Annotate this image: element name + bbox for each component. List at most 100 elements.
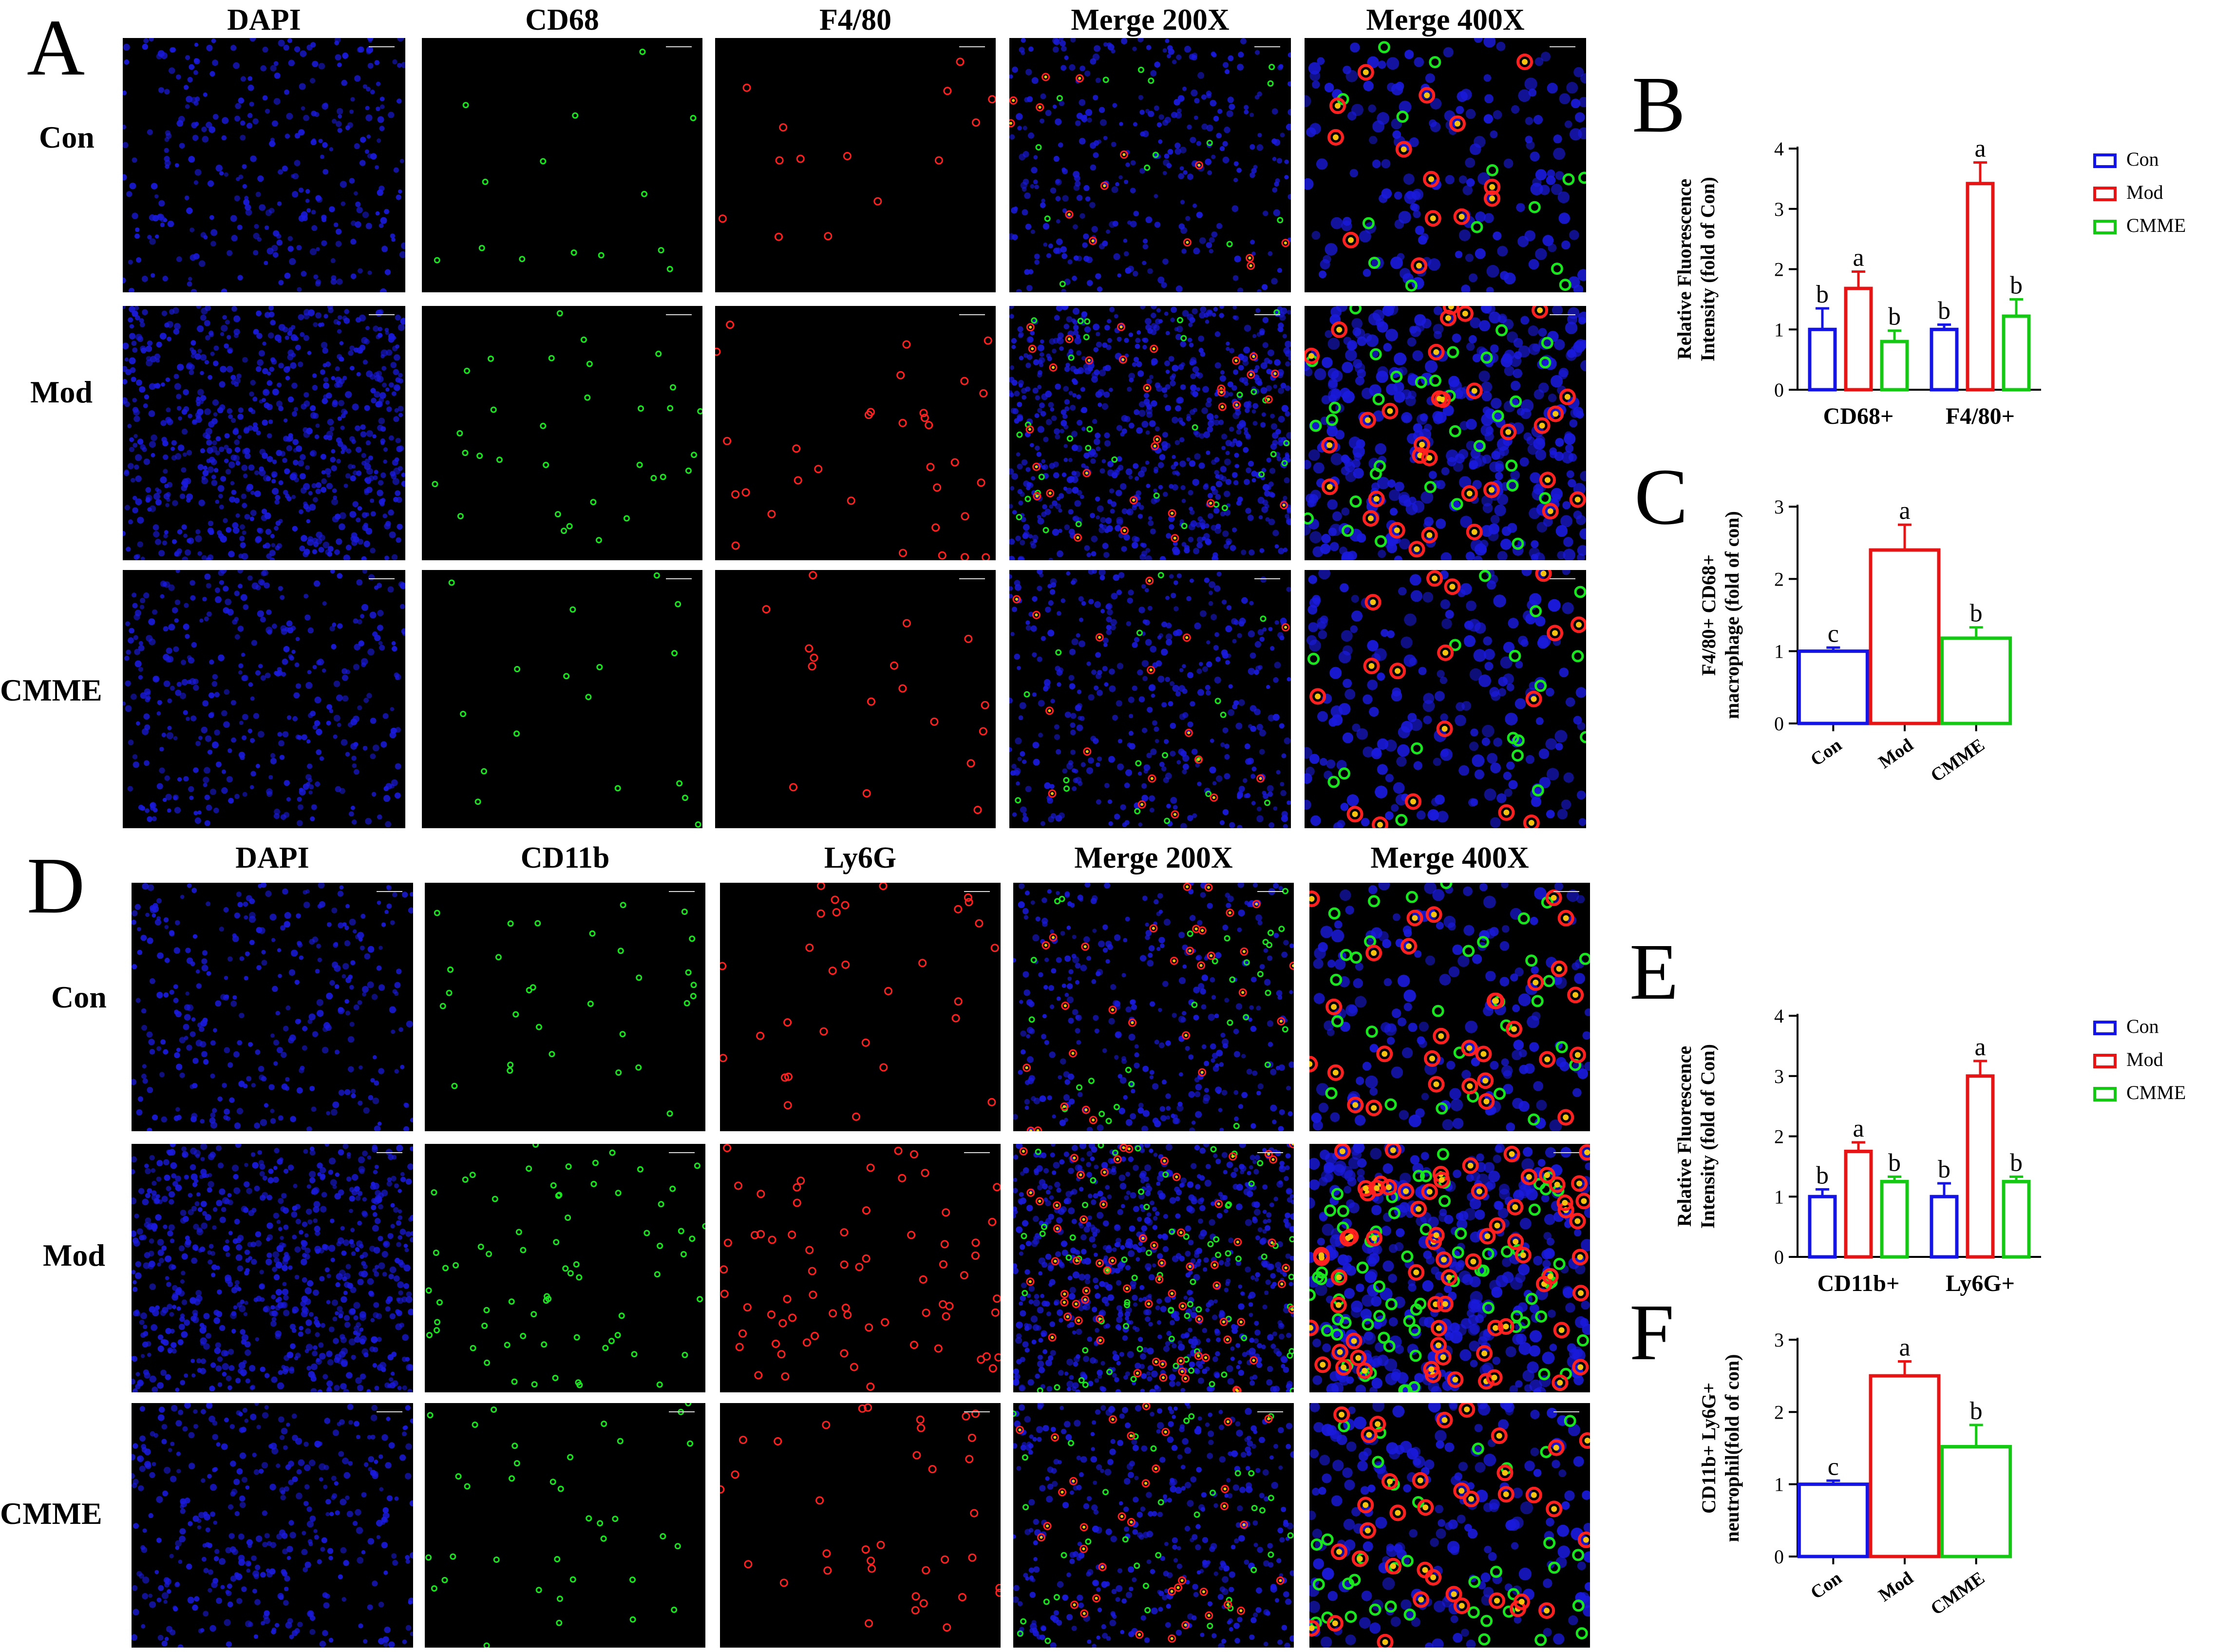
chart-b-legend-label: Con [2126,148,2159,170]
panel-d-column-header-merge-200x: Merge 200X [1074,841,1233,874]
chart-b-bar [1930,327,1959,392]
panel-d-column-header-ly6g: Ly6G [824,841,897,874]
micrograph-a-cmme-f480 [715,570,996,828]
micrograph-a-con-cd68 [422,38,702,292]
chart-c-y-tick-label: 3 [1774,496,1784,518]
chart-f-x-tick-label: Mod [1875,1568,1917,1606]
chart-e-legend-label: Mod [2126,1048,2163,1070]
chart-f-bar [1940,1445,2012,1558]
chart-e-y-tick-label: 1 [1774,1186,1784,1208]
chart-b-x-tick-label: CD68+ [1823,403,1894,429]
chart-e-bar [2002,1179,2031,1259]
panel-d-row-label-con: Con [51,980,107,1014]
micrograph-a-cmme-dapi [123,570,405,828]
micrograph-d-con-cd11b [425,883,705,1131]
chart-f-y-tick-label: 3 [1774,1329,1784,1351]
chart-b-y-axis-label: Relative FluorescenceIntensity (fold of … [1673,177,1719,361]
chart-b-y-tick-label: 3 [1774,198,1784,220]
chart-f-y-tick-label: 2 [1774,1401,1784,1423]
chart-e-bar [1880,1179,1909,1259]
micrograph-a-mod-merge-400x [1305,306,1586,560]
panel-a-column-header-dapi: DAPI [227,3,301,37]
chart-c-significance-letter: c [1828,620,1839,647]
chart-b-significance-letter: a [1853,244,1864,271]
chart-f-bar [1869,1374,1941,1558]
panel-a-column-header-cd68: CD68 [525,3,599,37]
chart-e: E 0 1 2 3 4 Relative FluorescenceIntensity (fo… [1629,927,2186,1296]
micrograph-a-cmme-cd68 [422,570,702,828]
chart-e-panel-letter: E [1629,927,1679,1016]
micrograph-a-mod-cd68 [422,306,702,560]
micrograph-d-mod-dapi [132,1144,413,1392]
panel-a-column-header-f480: F4/80 [819,3,892,37]
micrograph-a-cmme-merge-400x [1305,570,1586,828]
chart-c-bar [1869,548,1941,725]
chart-f-y-tick-label: 0 [1774,1546,1784,1568]
micrograph-d-con-dapi [132,883,413,1131]
chart-c-panel-letter: C [1634,452,1688,541]
chart-e-significance-letter: b [1816,1161,1829,1189]
chart-b-bar [1844,286,1873,392]
chart-f-significance-letter: c [1828,1453,1839,1481]
chart-b-legend-swatch [2093,220,2117,234]
chart-e-bar [1930,1195,1959,1259]
micrograph-d-cmme-merge-400x [1309,1403,1590,1648]
chart-e-y-tick-label: 4 [1774,1005,1784,1027]
chart-e-significance-letter: b [1938,1156,1950,1183]
chart-e-x-tick-label: CD11b+ [1817,1271,1900,1296]
chart-e-y-tick-label: 0 [1774,1246,1784,1268]
chart-e-y-axis-label: Relative FluorescenceIntensity (fold of … [1673,1044,1719,1229]
chart-b-significance-letter: b [1816,281,1829,308]
chart-b-legend-label: Mod [2126,181,2163,203]
micrograph-d-cmme-merge-200x [1013,1403,1294,1648]
chart-c-x-tick-label: Con [1807,735,1845,770]
panel-letter-a: A [27,3,85,92]
chart-c-y-axis-label: F4/80+ CD68+macrophage (fold of con) [1698,511,1743,719]
chart-f-y-axis-label: CD11b+ Ly6G+neutrophil(fold of con) [1698,1354,1743,1542]
panel-a-column-header-merge-200x: Merge 200X [1071,3,1230,37]
chart-c-bar [1797,649,1869,725]
chart-b-legend-label: CMME [2126,214,2186,236]
chart-c-significance-letter: a [1899,497,1910,525]
chart-c-significance-letter: b [1970,600,1983,627]
chart-b-bar [2002,314,2031,392]
panel-d-row-label-cmme: CMME [0,1496,102,1531]
chart-b: B 0 1 2 3 4 Relative FluorescenceIntensity (fo… [1632,60,2186,429]
chart-c-y-tick-label: 2 [1774,568,1784,590]
chart-e-bar [1966,1074,1995,1259]
chart-f-x-tick-label: CMME [1927,1568,1988,1619]
micrograph-d-con-merge-400x [1309,883,1590,1131]
micrograph-a-cmme-merge-200x [1009,570,1291,828]
micrograph-d-con-ly6g [720,883,1001,1131]
chart-f-panel-letter: F [1629,1288,1674,1377]
micrograph-a-con-merge-400x [1305,38,1586,292]
panel-d-column-header-merge-400x: Merge 400X [1370,841,1529,874]
panel-d-column-header-cd11b: CD11b [520,841,610,874]
chart-e-legend-swatch [2093,1087,2117,1101]
micrograph-a-mod-dapi [123,306,405,560]
chart-b-significance-letter: b [1888,303,1901,331]
chart-f-bar [1797,1482,1869,1558]
micrograph-a-mod-f480 [715,306,996,560]
chart-c-y-tick-label: 1 [1774,641,1784,663]
chart-b-y-tick-label: 1 [1774,319,1784,341]
chart-b-significance-letter: b [1938,297,1950,324]
panel-letter-d: D [27,841,85,930]
micrograph-d-mod-merge-400x [1309,1144,1590,1392]
micrograph-d-mod-cd11b [425,1144,705,1392]
chart-e-significance-letter: a [1974,1033,1986,1061]
chart-e-bar [1808,1195,1837,1259]
chart-b-significance-letter: a [1974,134,1986,162]
chart-f-significance-letter: a [1899,1334,1910,1362]
panel-a-row-label-mod: Mod [30,375,93,409]
chart-b-bar [1880,340,1909,392]
micrograph-d-mod-ly6g [720,1144,1001,1392]
chart-f-y-tick-label: 1 [1774,1474,1784,1496]
micrograph-a-mod-merge-200x [1009,306,1291,560]
chart-b-bar [1808,327,1837,392]
micrograph-a-con-f480 [715,38,996,292]
chart-e-y-tick-label: 2 [1774,1126,1784,1148]
chart-b-legend-swatch [2093,187,2117,201]
micrograph-d-mod-merge-200x [1013,1144,1294,1392]
micrograph-d-cmme-ly6g [720,1403,1001,1648]
